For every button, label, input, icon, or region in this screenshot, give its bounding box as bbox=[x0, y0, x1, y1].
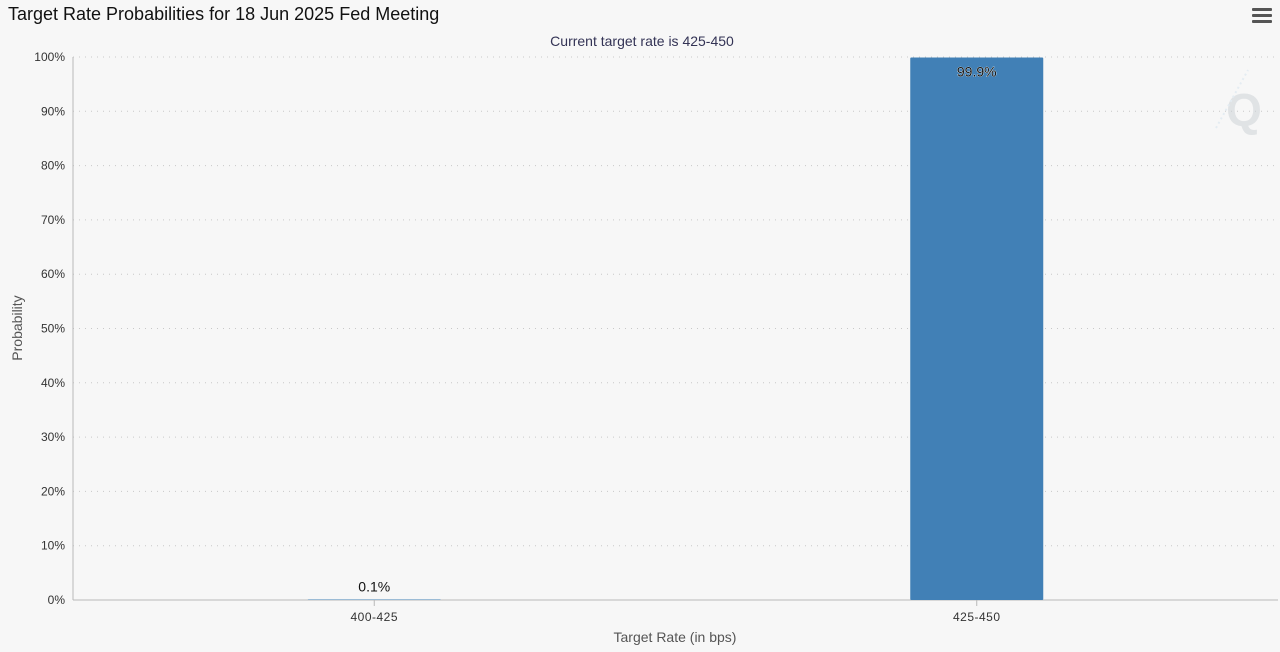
y-tick-label: 20% bbox=[41, 484, 65, 498]
y-axis-ticks: 0% 10% 20% 30% 40% 50% 60% 70% 80% 90% 100% bbox=[34, 50, 65, 607]
y-tick-label: 10% bbox=[41, 539, 65, 553]
grid-lines bbox=[72, 56, 1278, 601]
hamburger-menu-icon[interactable] bbox=[1252, 8, 1272, 26]
x-axis-title: Target Rate (in bps) bbox=[614, 629, 737, 645]
x-tick-label: 400-425 bbox=[350, 610, 398, 624]
y-tick-label: 60% bbox=[41, 267, 65, 281]
x-axis-ticks: 400-425 425-450 bbox=[350, 600, 1000, 624]
data-label: 0.1% bbox=[358, 578, 390, 594]
y-tick-label: 80% bbox=[41, 159, 65, 173]
x-tick-label: 425-450 bbox=[953, 610, 1001, 624]
bar-400-425[interactable] bbox=[307, 599, 441, 600]
y-tick-label: 0% bbox=[48, 593, 66, 607]
q-logo-glyph: Q bbox=[1226, 84, 1262, 136]
y-tick-label: 40% bbox=[41, 376, 65, 390]
y-axis-title: Probability bbox=[9, 295, 25, 360]
bars bbox=[307, 57, 1044, 601]
bar-425-450[interactable] bbox=[910, 57, 1044, 601]
y-tick-label: 50% bbox=[41, 322, 65, 336]
y-tick-label: 70% bbox=[41, 213, 65, 227]
y-tick-label: 100% bbox=[34, 50, 65, 64]
q-logo-icon: Q bbox=[1215, 69, 1262, 136]
chart-subtitle: Current target rate is 425-450 bbox=[550, 33, 734, 49]
data-label: 99.9% bbox=[957, 64, 997, 80]
data-labels: 0.1% 99.9% bbox=[358, 63, 997, 594]
y-tick-label: 30% bbox=[41, 430, 65, 444]
y-tick-label: 90% bbox=[41, 104, 65, 118]
chart-title: Target Rate Probabilities for 18 Jun 202… bbox=[8, 4, 440, 24]
